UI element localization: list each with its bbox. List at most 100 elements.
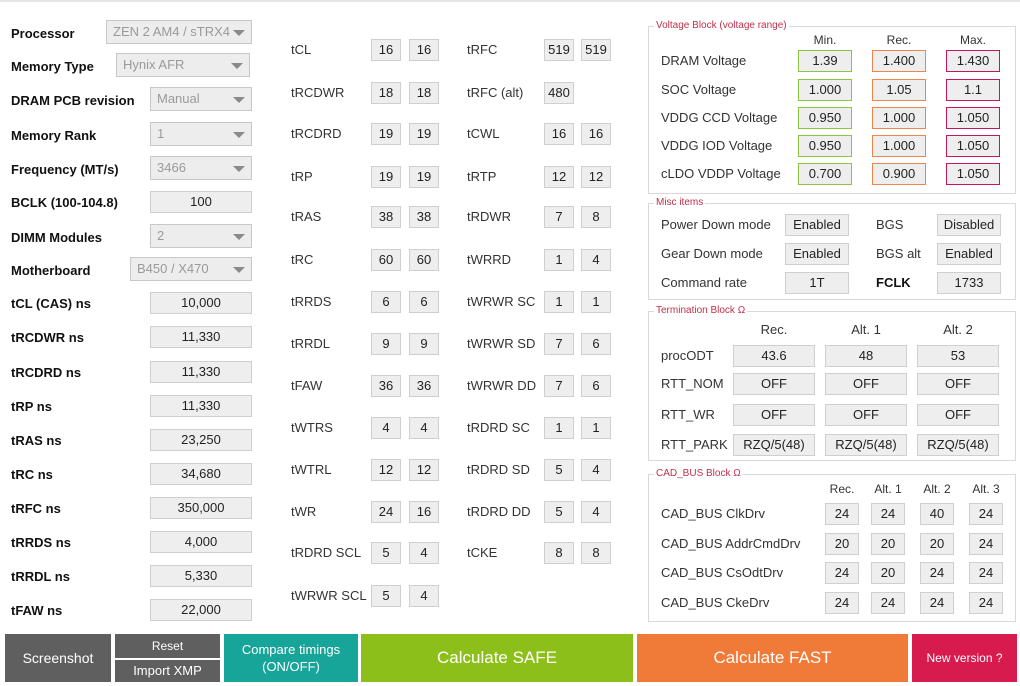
timing-value-2[interactable]: 9 <box>409 333 439 355</box>
bgs-alt-field[interactable]: Enabled <box>937 243 1001 265</box>
termination-field[interactable]: OFF <box>825 404 907 426</box>
reset-button[interactable]: Reset <box>115 634 220 658</box>
timing-value-1[interactable]: 7 <box>544 375 574 397</box>
timing-value-2[interactable]: 1 <box>581 291 611 313</box>
timing-value-2[interactable]: 6 <box>409 291 439 313</box>
timing-value-1[interactable]: 36 <box>371 375 401 397</box>
import-xmp-button[interactable]: Import XMP <box>115 660 220 682</box>
motherboard-select[interactable]: B450 / X470 <box>130 257 252 281</box>
timing-value-2[interactable]: 519 <box>581 39 611 61</box>
timing-value-1[interactable]: 16 <box>371 39 401 61</box>
timing-value-2[interactable]: 36 <box>409 375 439 397</box>
voltage-max-field[interactable]: 1.050 <box>946 107 1000 129</box>
cadbus-field[interactable]: 24 <box>969 562 1003 584</box>
cadbus-field[interactable]: 24 <box>969 533 1003 555</box>
cadbus-field[interactable]: 24 <box>969 592 1003 614</box>
memory-type-select[interactable]: Hynix AFR <box>116 53 250 77</box>
termination-field[interactable]: 53 <box>917 345 999 367</box>
cadbus-field[interactable]: 24 <box>920 562 954 584</box>
cadbus-field[interactable]: 20 <box>871 562 905 584</box>
timing-value-1[interactable]: 9 <box>371 333 401 355</box>
voltage-rec-field[interactable]: 1.000 <box>872 107 926 129</box>
cadbus-field[interactable]: 20 <box>920 533 954 555</box>
timing-value-2[interactable]: 1 <box>581 417 611 439</box>
timing-value-2[interactable]: 38 <box>409 206 439 228</box>
frequency-select[interactable]: 3466 <box>150 156 252 180</box>
pcb-revision-select[interactable]: Manual <box>150 87 252 111</box>
ns-value-field[interactable]: 23,250 <box>150 429 252 451</box>
voltage-rec-field[interactable]: 0.900 <box>872 163 926 185</box>
voltage-max-field[interactable]: 1.430 <box>946 50 1000 72</box>
timing-value-2[interactable]: 8 <box>581 542 611 564</box>
cadbus-field[interactable]: 24 <box>871 592 905 614</box>
voltage-rec-field[interactable]: 1.000 <box>872 135 926 157</box>
timing-value-1[interactable]: 6 <box>371 291 401 313</box>
timing-value-2[interactable]: 19 <box>409 123 439 145</box>
cadbus-field[interactable]: 24 <box>969 503 1003 525</box>
termination-field[interactable]: OFF <box>733 404 815 426</box>
timing-value-2[interactable]: 4 <box>409 585 439 607</box>
ns-value-field[interactable]: 11,330 <box>150 395 252 417</box>
termination-field[interactable]: RZQ/5(48) <box>733 434 815 456</box>
gear-down-mode-field[interactable]: Enabled <box>785 243 849 265</box>
timing-value-2[interactable]: 19 <box>409 166 439 188</box>
timing-value-2[interactable]: 4 <box>409 542 439 564</box>
timing-value-2[interactable]: 6 <box>581 333 611 355</box>
ns-value-field[interactable]: 11,330 <box>150 326 252 348</box>
timing-value-2[interactable]: 12 <box>409 459 439 481</box>
termination-field[interactable]: OFF <box>825 373 907 395</box>
timing-value-2[interactable]: 4 <box>409 417 439 439</box>
cadbus-field[interactable]: 24 <box>920 592 954 614</box>
processor-select[interactable]: ZEN 2 AM4 / sTRX4 <box>106 20 252 44</box>
termination-field[interactable]: RZQ/5(48) <box>917 434 999 456</box>
timing-value-1[interactable]: 5 <box>544 501 574 523</box>
cadbus-field[interactable]: 20 <box>871 533 905 555</box>
voltage-max-field[interactable]: 1.1 <box>946 79 1000 101</box>
voltage-min-field[interactable]: 1.000 <box>798 79 852 101</box>
timing-value-2[interactable]: 12 <box>581 166 611 188</box>
timing-value-1[interactable]: 12 <box>544 166 574 188</box>
ns-value-field[interactable]: 22,000 <box>150 599 252 621</box>
timing-value-2[interactable]: 60 <box>409 249 439 271</box>
bclk-input[interactable]: 100 <box>150 191 252 213</box>
timing-value-1[interactable]: 19 <box>371 166 401 188</box>
termination-field[interactable]: RZQ/5(48) <box>825 434 907 456</box>
voltage-min-field[interactable]: 1.39 <box>798 50 852 72</box>
timing-value-2[interactable]: 8 <box>581 206 611 228</box>
timing-value-1[interactable]: 1 <box>544 291 574 313</box>
ns-value-field[interactable]: 5,330 <box>150 565 252 587</box>
fclk-field[interactable]: 1733 <box>937 272 1001 294</box>
ns-value-field[interactable]: 11,330 <box>150 361 252 383</box>
timing-value-1[interactable]: 16 <box>544 123 574 145</box>
timing-value-1[interactable]: 5 <box>544 459 574 481</box>
termination-field[interactable]: OFF <box>733 373 815 395</box>
ns-value-field[interactable]: 4,000 <box>150 531 252 553</box>
voltage-min-field[interactable]: 0.950 <box>798 107 852 129</box>
timing-value-1[interactable]: 480 <box>544 82 574 104</box>
timing-value-2[interactable]: 16 <box>581 123 611 145</box>
timing-value-1[interactable]: 8 <box>544 542 574 564</box>
voltage-max-field[interactable]: 1.050 <box>946 135 1000 157</box>
cadbus-field[interactable]: 40 <box>920 503 954 525</box>
calculate-fast-button[interactable]: Calculate FAST <box>637 634 908 682</box>
termination-field[interactable]: 43.6 <box>733 345 815 367</box>
timing-value-2[interactable]: 4 <box>581 459 611 481</box>
timing-value-1[interactable]: 38 <box>371 206 401 228</box>
timing-value-2[interactable]: 6 <box>581 375 611 397</box>
timing-value-1[interactable]: 12 <box>371 459 401 481</box>
voltage-min-field[interactable]: 0.700 <box>798 163 852 185</box>
compare-timings-button[interactable]: Compare timings (ON/OFF) <box>224 634 358 682</box>
timing-value-2[interactable]: 4 <box>581 501 611 523</box>
bgs-field[interactable]: Disabled <box>937 214 1001 236</box>
timing-value-1[interactable]: 7 <box>544 333 574 355</box>
timing-value-1[interactable]: 5 <box>371 542 401 564</box>
voltage-max-field[interactable]: 1.050 <box>946 163 1000 185</box>
memory-rank-select[interactable]: 1 <box>150 122 252 146</box>
timing-value-1[interactable]: 4 <box>371 417 401 439</box>
timing-value-2[interactable]: 18 <box>409 82 439 104</box>
termination-field[interactable]: OFF <box>917 404 999 426</box>
voltage-min-field[interactable]: 0.950 <box>798 135 852 157</box>
cadbus-field[interactable]: 24 <box>825 503 859 525</box>
dimm-modules-select[interactable]: 2 <box>150 224 252 248</box>
timing-value-1[interactable]: 7 <box>544 206 574 228</box>
